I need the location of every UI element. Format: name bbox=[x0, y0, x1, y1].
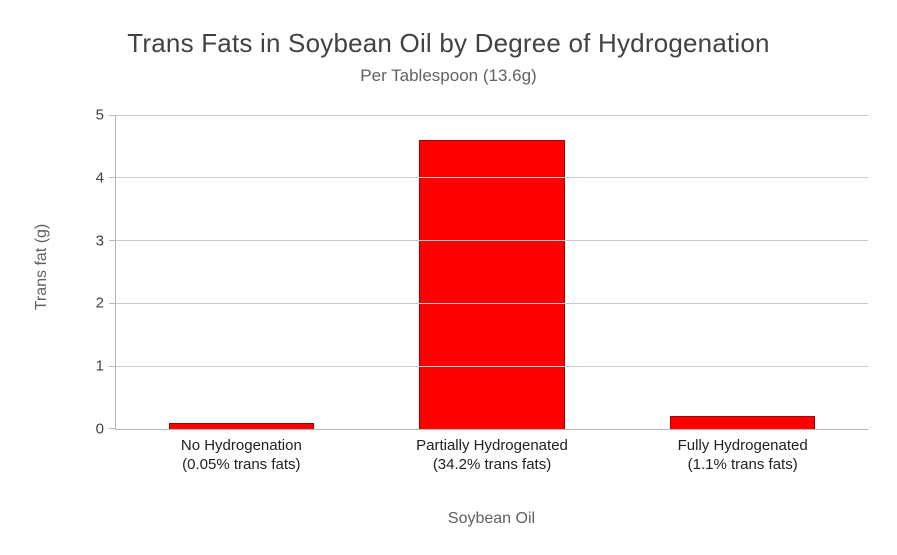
chart-title: Trans Fats in Soybean Oil by Degree of H… bbox=[127, 28, 770, 58]
bar-1 bbox=[419, 140, 565, 429]
y-tick-label-0: 0 bbox=[95, 420, 104, 438]
x-category-label-1-line1: Partially Hydrogenated bbox=[416, 437, 568, 454]
bars-container bbox=[116, 115, 868, 429]
gridline-y-4 bbox=[116, 177, 868, 179]
plot-area: No Hydrogenation (0.05% trans fats) Partia… bbox=[96, 107, 868, 473]
x-category-label-2-line1: Fully Hydrogenated bbox=[677, 437, 808, 454]
x-category-label-2: Fully Hydrogenated (1.1% trans fats) bbox=[617, 437, 868, 475]
y-tick-mark-2 bbox=[109, 302, 115, 304]
y-tick-mark-0 bbox=[109, 428, 115, 429]
bar-slot-1 bbox=[367, 115, 618, 429]
y-tick-mark-1 bbox=[109, 365, 115, 367]
gridline-y-5 bbox=[116, 114, 868, 116]
y-tick-mark-3 bbox=[109, 240, 115, 242]
gridline-y-1 bbox=[116, 365, 868, 367]
y-tick-label-4: 4 bbox=[95, 169, 104, 187]
gridline-y-3 bbox=[116, 240, 868, 242]
x-category-label-1: Partially Hydrogenated (34.2% trans fats) bbox=[367, 437, 618, 475]
chart-subtitle: Per Tablespoon (13.6g) bbox=[360, 66, 537, 85]
gridline-y-2 bbox=[116, 302, 868, 304]
y-tick-mark-4 bbox=[109, 177, 115, 179]
x-axis-title: Soybean Oil bbox=[447, 510, 536, 527]
x-category-label-1-line2: (34.2% trans fats) bbox=[432, 455, 552, 473]
bar-slot-0 bbox=[116, 115, 367, 429]
y-tick-label-3: 3 bbox=[95, 232, 104, 250]
y-tick-label-1: 1 bbox=[95, 357, 104, 375]
y-tick-label-5: 5 bbox=[95, 106, 104, 124]
x-category-label-0-line1: No Hydrogenation bbox=[180, 437, 302, 454]
bar-0 bbox=[168, 422, 315, 429]
y-tick-mark-5 bbox=[109, 114, 115, 116]
x-category-label-0-line2: (0.05% trans fats) bbox=[182, 455, 301, 473]
y-tick-label-2: 2 bbox=[95, 294, 104, 312]
x-category-label-2-line2: (1.1% trans fats) bbox=[687, 455, 798, 473]
bar-slot-2 bbox=[617, 115, 868, 429]
x-axis-labels: No Hydrogenation (0.05% trans fats) Partia… bbox=[116, 437, 868, 475]
x-category-label-0: No Hydrogenation (0.05% trans fats) bbox=[116, 437, 367, 475]
bar-2 bbox=[669, 416, 816, 429]
y-axis-title: Trans fat (g) bbox=[33, 223, 50, 311]
